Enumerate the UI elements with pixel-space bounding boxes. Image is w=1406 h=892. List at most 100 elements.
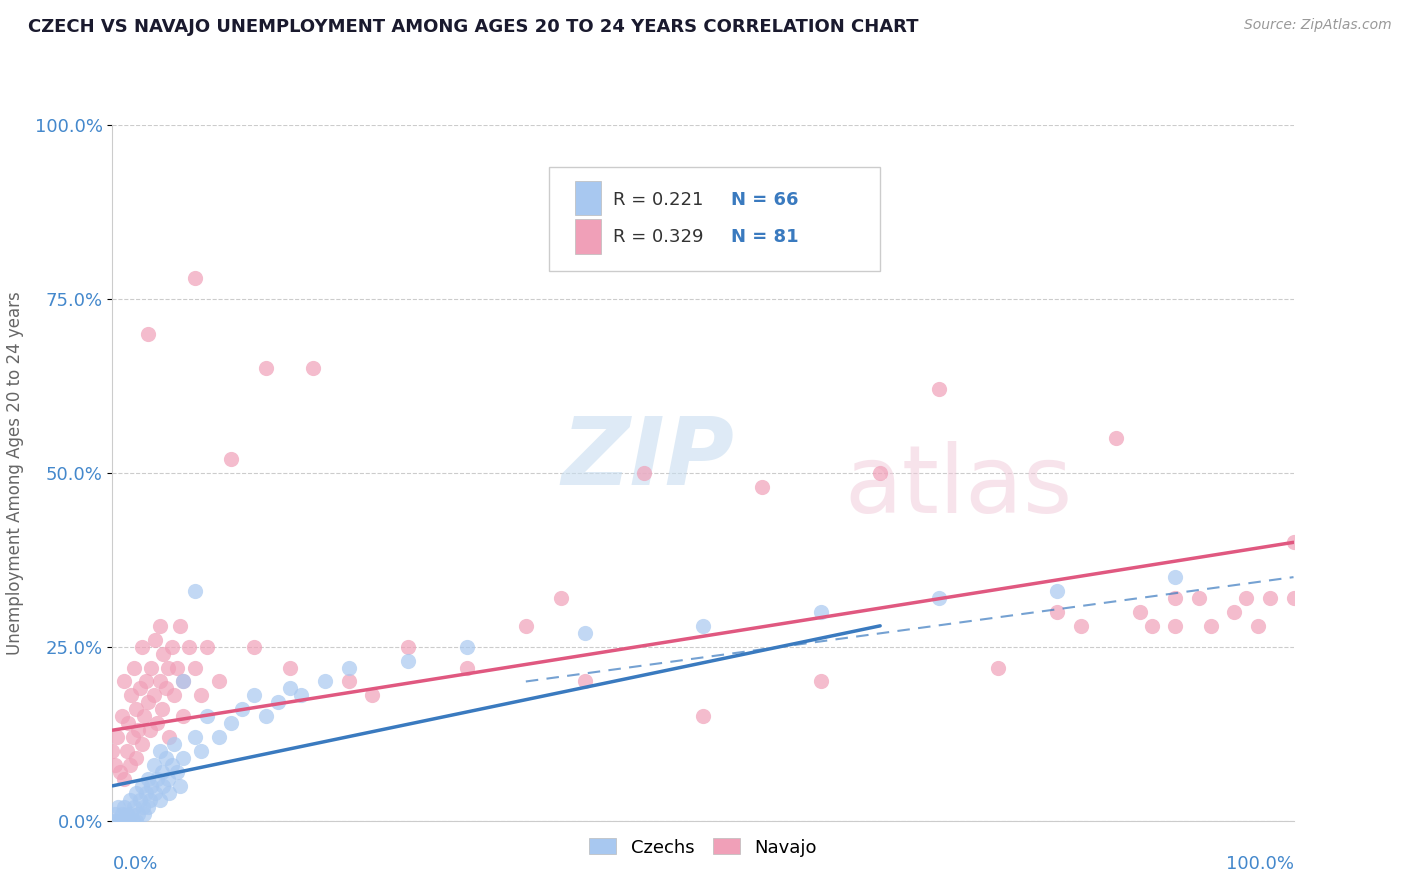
Point: [396, 654, 419, 668]
Point: [142, 689, 165, 703]
Point: [987, 660, 1010, 674]
Point: [139, 793, 162, 807]
Point: [131, 737, 153, 751]
Point: [1199, 619, 1222, 633]
FancyBboxPatch shape: [575, 180, 602, 215]
Point: [146, 716, 169, 731]
Point: [135, 674, 157, 689]
Point: [135, 786, 157, 800]
Point: [1046, 605, 1069, 619]
Point: [121, 730, 143, 744]
Point: [1223, 605, 1246, 619]
Point: [101, 744, 124, 758]
Text: R = 0.329: R = 0.329: [613, 227, 704, 246]
Point: [243, 640, 266, 654]
Point: [156, 660, 179, 674]
Point: [152, 647, 174, 661]
Point: [243, 689, 266, 703]
Point: [136, 326, 159, 341]
Point: [134, 709, 156, 723]
Point: [314, 674, 336, 689]
Point: [254, 709, 277, 723]
Point: [184, 271, 207, 285]
Point: [157, 786, 180, 800]
Point: [105, 814, 128, 828]
Point: [127, 806, 149, 821]
Point: [1105, 431, 1128, 445]
Point: [134, 806, 156, 821]
Point: [172, 674, 194, 689]
Point: [302, 361, 325, 376]
Point: [104, 758, 127, 772]
Point: [163, 689, 186, 703]
Point: [195, 709, 218, 723]
Point: [125, 702, 148, 716]
Point: [231, 702, 253, 716]
Point: [120, 806, 142, 821]
Point: [208, 674, 231, 689]
Point: [101, 814, 124, 828]
Point: [149, 793, 172, 807]
Point: [112, 814, 135, 828]
Point: [169, 619, 191, 633]
Point: [143, 786, 166, 800]
Point: [132, 799, 155, 814]
Point: [120, 793, 142, 807]
Point: [169, 779, 191, 793]
Point: [254, 361, 277, 376]
Point: [156, 772, 179, 786]
Point: [456, 660, 478, 674]
Point: [142, 758, 165, 772]
Point: [166, 660, 188, 674]
Point: [141, 660, 163, 674]
Point: [111, 709, 134, 723]
Point: [810, 605, 832, 619]
Point: [110, 814, 132, 828]
Point: [117, 814, 139, 828]
Point: [157, 730, 180, 744]
Point: [125, 786, 148, 800]
Point: [190, 689, 212, 703]
Point: [136, 772, 159, 786]
Point: [1258, 591, 1281, 605]
Point: [195, 640, 218, 654]
Point: [633, 466, 655, 480]
Point: [219, 716, 242, 731]
Point: [337, 660, 360, 674]
Point: [456, 640, 478, 654]
Point: [290, 689, 312, 703]
Point: [184, 730, 207, 744]
Point: [149, 744, 172, 758]
Point: [1140, 619, 1163, 633]
Point: [1188, 591, 1211, 605]
Point: [131, 640, 153, 654]
Point: [115, 806, 138, 821]
Point: [104, 806, 127, 821]
Point: [172, 674, 194, 689]
Point: [190, 744, 212, 758]
Point: [108, 814, 131, 828]
Point: [136, 695, 159, 709]
Point: [139, 723, 162, 738]
Point: [160, 758, 183, 772]
Point: [155, 681, 177, 696]
Point: [117, 716, 139, 731]
Point: [111, 806, 134, 821]
Text: Source: ZipAtlas.com: Source: ZipAtlas.com: [1244, 18, 1392, 32]
Text: ZIP: ZIP: [561, 413, 734, 505]
Point: [108, 764, 131, 779]
Point: [1046, 584, 1069, 599]
Point: [1164, 619, 1187, 633]
Text: CZECH VS NAVAJO UNEMPLOYMENT AMONG AGES 20 TO 24 YEARS CORRELATION CHART: CZECH VS NAVAJO UNEMPLOYMENT AMONG AGES …: [28, 18, 918, 36]
Point: [278, 681, 301, 696]
Point: [1070, 619, 1092, 633]
Point: [115, 744, 138, 758]
FancyBboxPatch shape: [575, 219, 602, 253]
Point: [131, 779, 153, 793]
Point: [150, 702, 173, 716]
Text: atlas: atlas: [845, 441, 1073, 533]
Point: [125, 751, 148, 765]
Point: [127, 723, 149, 738]
Point: [869, 466, 891, 480]
Point: [172, 709, 194, 723]
